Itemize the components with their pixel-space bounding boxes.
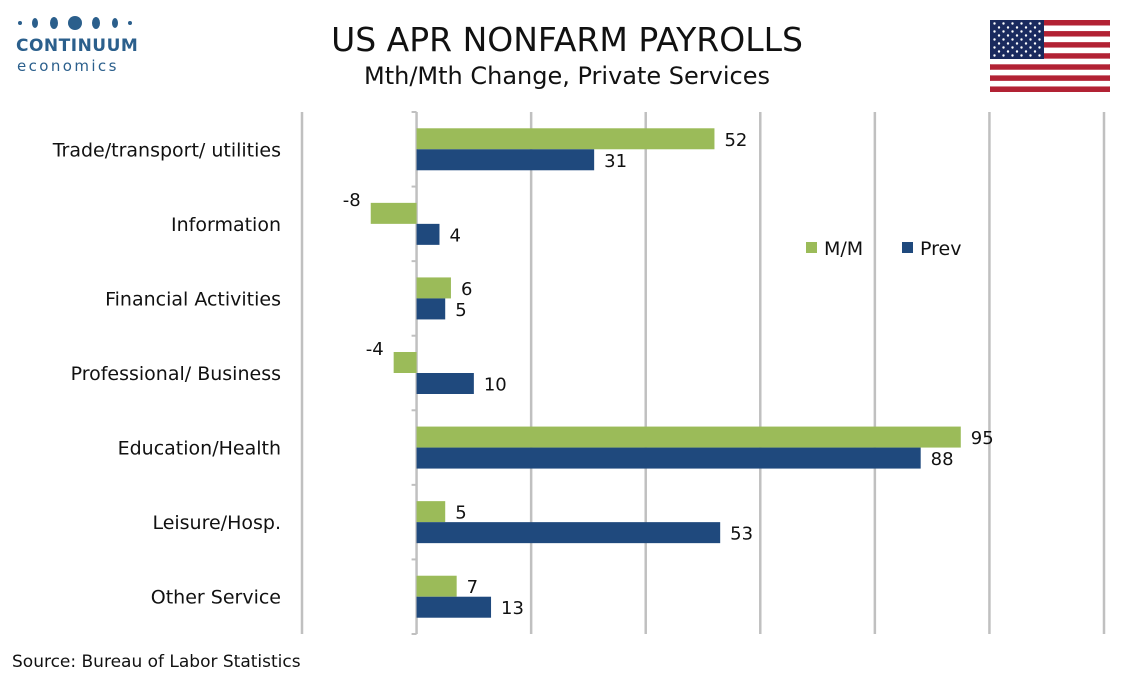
category-label: Professional/ Business <box>71 363 281 385</box>
bar-mm <box>416 426 961 448</box>
data-label: 4 <box>449 225 460 246</box>
chart-subtitle: Mth/Mth Change, Private Services <box>363 62 771 90</box>
us-flag-icon <box>990 20 1110 92</box>
data-label: 52 <box>724 130 747 151</box>
data-label: 5 <box>455 300 466 321</box>
bar-prev <box>416 522 721 544</box>
category-label: Financial Activities <box>105 288 281 310</box>
labels: Trade/transport/ utilities 52 31 Informatio… <box>52 130 994 619</box>
category-label: Information <box>171 214 281 236</box>
logo-sub: economics <box>17 57 119 75</box>
source-note: Source: Bureau of Labor Statistics <box>12 652 301 672</box>
data-label: 53 <box>730 524 753 545</box>
bar-mm <box>393 352 417 373</box>
data-label: 6 <box>461 279 472 300</box>
bar-prev <box>416 373 474 394</box>
data-label: 7 <box>467 577 478 598</box>
data-label: 5 <box>455 503 466 524</box>
continuum-logo: CONTINUUM economics <box>14 14 144 76</box>
legend: M/M Prev <box>806 238 961 260</box>
bar-prev <box>416 447 921 469</box>
bar-prev <box>416 298 446 320</box>
category-label: Education/Health <box>118 438 281 460</box>
bar-prev <box>416 596 492 618</box>
logo-dots-icon <box>18 16 132 30</box>
data-label: -4 <box>366 339 384 360</box>
bars <box>370 128 961 618</box>
bar-prev <box>416 223 440 245</box>
data-label: 10 <box>484 375 507 396</box>
category-label: Leisure/Hosp. <box>152 512 281 534</box>
legend-label: Prev <box>920 238 961 260</box>
bar-mm <box>416 501 446 523</box>
data-label: 31 <box>604 151 627 172</box>
category-label: Other Service <box>151 587 281 609</box>
logo-name: CONTINUUM <box>16 36 139 56</box>
legend-swatch <box>806 242 817 253</box>
legend-swatch <box>902 242 913 253</box>
bar-mm <box>416 277 451 299</box>
chart-title: US APR NONFARM PAYROLLS <box>331 20 803 59</box>
bar-mm <box>370 202 417 224</box>
category-label: Trade/transport/ utilities <box>52 139 281 161</box>
data-label: 13 <box>501 598 524 619</box>
legend-label: M/M <box>824 238 863 260</box>
bar-mm <box>416 575 457 597</box>
bar-mm <box>416 128 715 150</box>
gridlines <box>300 111 1106 635</box>
data-label: -8 <box>343 190 361 211</box>
data-label: 88 <box>931 449 954 470</box>
bar-prev <box>416 149 595 171</box>
data-label: 95 <box>971 428 994 449</box>
